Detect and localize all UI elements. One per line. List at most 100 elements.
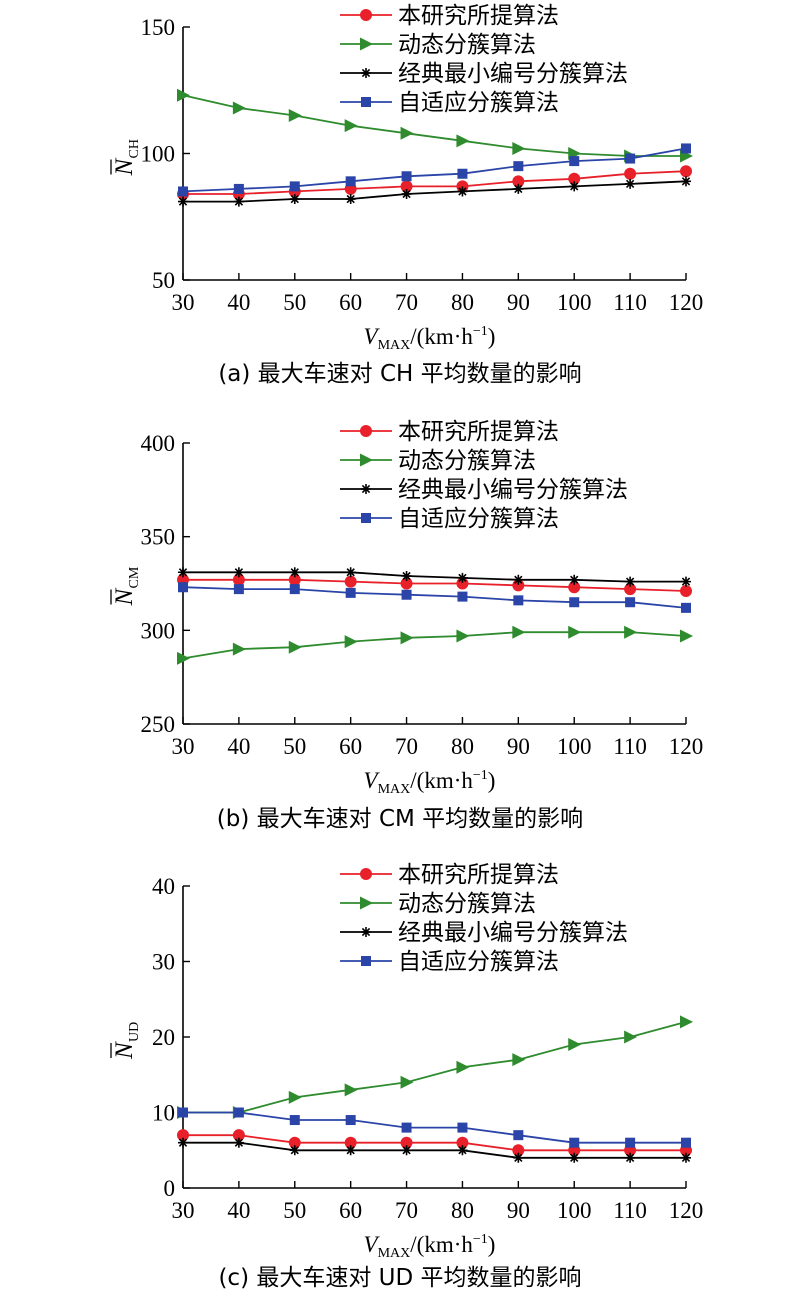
data-point xyxy=(569,1137,580,1148)
data-point xyxy=(232,642,246,656)
y-tick-label: 150 xyxy=(141,15,176,40)
data-point xyxy=(401,1122,412,1133)
data-point xyxy=(400,126,414,140)
series-1 xyxy=(177,165,692,200)
data-point xyxy=(288,1090,302,1104)
x-tick-label: 50 xyxy=(283,734,306,759)
series-line xyxy=(183,1141,686,1159)
x-tick-label: 90 xyxy=(507,290,530,315)
x-tick-label: 80 xyxy=(451,290,474,315)
series-line xyxy=(183,1021,687,1114)
legend-marker xyxy=(361,484,371,494)
series-1 xyxy=(177,573,692,597)
data-point xyxy=(345,1115,356,1126)
data-point xyxy=(345,176,356,187)
data-point xyxy=(681,1152,691,1163)
series-line xyxy=(183,180,687,203)
data-point xyxy=(289,584,300,595)
legend-label: 经典最小编号分簇算法 xyxy=(398,920,628,946)
legend-marker xyxy=(361,68,371,78)
legend-marker xyxy=(361,97,371,107)
legend-marker xyxy=(360,37,373,51)
x-axis-label: VMAX/(km·h−1) xyxy=(364,768,496,797)
series-line xyxy=(182,147,687,193)
series-line xyxy=(183,1111,686,1144)
x-axis-subscript: MAX xyxy=(378,338,411,353)
legend-label: 动态分簇算法 xyxy=(398,891,536,917)
data-point xyxy=(178,1137,188,1148)
data-point xyxy=(681,176,691,187)
data-point xyxy=(289,567,300,578)
legend-label: 本研究所提算法 xyxy=(398,419,559,445)
data-point xyxy=(513,1130,524,1141)
series-line xyxy=(182,586,687,609)
legend-label: 动态分簇算法 xyxy=(398,448,536,474)
y-axis-symbol: N xyxy=(111,158,138,177)
x-axis-symbol: V xyxy=(364,324,381,349)
x-axis-label: VMAX/(km·h−1) xyxy=(364,1232,496,1261)
x-tick-label: 60 xyxy=(339,734,362,759)
y-axis-label: NCM xyxy=(110,566,142,607)
x-axis-exponent: −1 xyxy=(473,324,488,339)
x-tick-label: 40 xyxy=(227,290,250,315)
series-line xyxy=(182,631,687,660)
legend-label: 经典最小编号分簇算法 xyxy=(398,477,628,503)
legend-item: 自适应分簇算法 xyxy=(340,90,559,116)
data-point xyxy=(569,574,580,585)
legend-label: 动态分簇算法 xyxy=(398,32,536,58)
data-point xyxy=(289,1145,300,1156)
data-point xyxy=(625,576,636,587)
data-point xyxy=(457,168,468,179)
y-tick-label: 300 xyxy=(141,618,176,643)
data-point xyxy=(624,1030,638,1044)
data-point xyxy=(233,567,244,578)
data-point xyxy=(345,1145,356,1156)
legend-item: 动态分簇算法 xyxy=(340,891,536,917)
series-line xyxy=(182,94,686,157)
x-tick-label: 70 xyxy=(395,290,418,315)
data-point xyxy=(680,165,692,178)
data-point xyxy=(456,629,470,643)
x-tick-label: 100 xyxy=(557,290,592,315)
data-point xyxy=(177,651,190,665)
data-point xyxy=(177,88,190,102)
y-tick-label: 250 xyxy=(141,712,176,737)
data-point xyxy=(569,181,580,192)
data-point xyxy=(401,171,412,182)
x-tick-label: 80 xyxy=(451,1198,474,1223)
x-axis-unit: /(km·h xyxy=(410,768,473,793)
y-tick-label: 0 xyxy=(164,1176,176,1201)
legend-item: 动态分簇算法 xyxy=(340,32,536,58)
figure-caption: (a) 最大车速对 CH 平均数量的影响 xyxy=(218,361,581,387)
data-point xyxy=(401,571,412,582)
legend-label: 经典最小编号分簇算法 xyxy=(398,61,628,87)
x-tick-label: 60 xyxy=(339,1198,362,1223)
series-4 xyxy=(178,1107,691,1148)
data-point xyxy=(344,1083,358,1097)
data-point xyxy=(344,575,357,588)
y-axis-subscript: UD xyxy=(127,1022,142,1042)
data-point xyxy=(568,1038,582,1052)
data-point xyxy=(680,584,692,597)
x-tick-label: 70 xyxy=(395,734,418,759)
data-point xyxy=(233,183,244,194)
x-axis-symbol: V xyxy=(364,1232,381,1257)
data-point xyxy=(233,1107,244,1118)
data-point xyxy=(625,597,636,608)
x-tick-label: 50 xyxy=(283,1198,306,1223)
data-point xyxy=(178,186,188,197)
x-tick-label: 110 xyxy=(613,290,647,315)
data-point xyxy=(401,188,412,199)
data-point xyxy=(401,1145,412,1156)
x-axis-unit: /(km·h xyxy=(410,324,473,349)
data-point xyxy=(344,119,358,133)
legend-item: 本研究所提算法 xyxy=(340,862,559,888)
x-tick-label: 120 xyxy=(669,1198,704,1223)
data-point xyxy=(457,591,468,602)
x-tick-label: 90 xyxy=(507,734,530,759)
legend-marker xyxy=(360,453,373,467)
legend-marker xyxy=(360,868,372,880)
